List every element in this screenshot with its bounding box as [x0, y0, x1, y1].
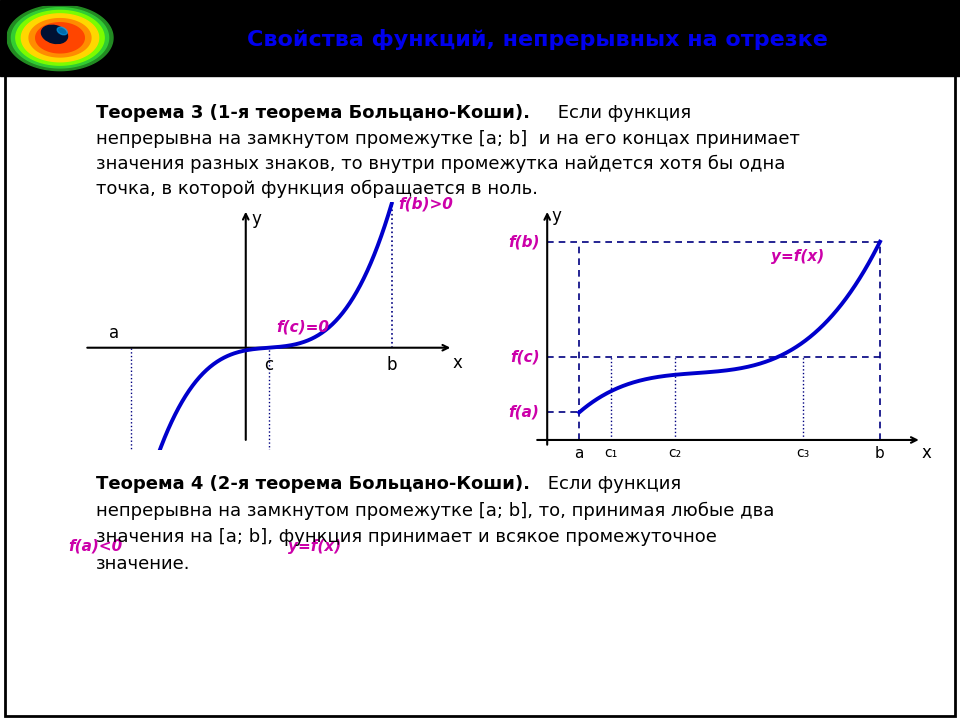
Polygon shape: [36, 23, 84, 53]
Text: y=f(x): y=f(x): [288, 539, 341, 554]
Ellipse shape: [41, 25, 67, 43]
Text: b: b: [387, 356, 396, 374]
Text: a: a: [574, 446, 584, 461]
Text: c₃: c₃: [797, 446, 810, 460]
Polygon shape: [29, 19, 91, 57]
Text: f(c): f(c): [510, 350, 540, 365]
Text: f(a): f(a): [509, 405, 540, 420]
Text: f(a)<0: f(a)<0: [68, 539, 123, 554]
Text: непрерывна на замкнутом промежутке [a; b]  и на его концах принимает: непрерывна на замкнутом промежутке [a; b…: [96, 130, 800, 148]
Ellipse shape: [58, 27, 67, 35]
Text: значения разных знаков, то внутри промежутка найдется хотя бы одна: значения разных знаков, то внутри промеж…: [96, 155, 785, 173]
Text: x: x: [452, 354, 462, 372]
Text: f(b): f(b): [508, 234, 540, 249]
Polygon shape: [12, 8, 108, 68]
Text: непрерывна на замкнутом промежутке [a; b], то, принимая любые два: непрерывна на замкнутом промежутке [a; b…: [96, 502, 775, 520]
Text: y: y: [252, 210, 261, 228]
Text: Теорема 3 (1-я теорема Больцано-Коши).: Теорема 3 (1-я теорема Больцано-Коши).: [96, 104, 530, 122]
Text: точка, в которой функция обращается в ноль.: точка, в которой функция обращается в но…: [96, 180, 538, 198]
Text: значение.: значение.: [96, 555, 190, 573]
Text: значения на [a; b], функция принимает и всякое промежуточное: значения на [a; b], функция принимает и …: [96, 528, 717, 546]
Text: y=f(x): y=f(x): [771, 249, 825, 264]
Polygon shape: [16, 11, 105, 65]
Text: Свойства функций, непрерывных на отрезке: Свойства функций, непрерывных на отрезке: [247, 29, 828, 50]
Text: Если функция: Если функция: [542, 475, 682, 493]
Text: b: b: [876, 446, 885, 461]
Polygon shape: [21, 14, 99, 62]
Text: x: x: [922, 444, 931, 462]
Text: c₂: c₂: [668, 446, 682, 460]
Text: a: a: [108, 324, 119, 342]
Text: c: c: [264, 356, 274, 374]
Text: Теорема 4 (2-я теорема Больцано-Коши).: Теорема 4 (2-я теорема Больцано-Коши).: [96, 475, 530, 493]
Text: f(b)>0: f(b)>0: [397, 197, 453, 211]
Polygon shape: [7, 5, 113, 71]
Text: y: y: [552, 207, 562, 225]
Text: f(c)=0: f(c)=0: [276, 320, 329, 335]
Text: c₁: c₁: [605, 446, 618, 460]
Text: Если функция: Если функция: [552, 104, 691, 122]
